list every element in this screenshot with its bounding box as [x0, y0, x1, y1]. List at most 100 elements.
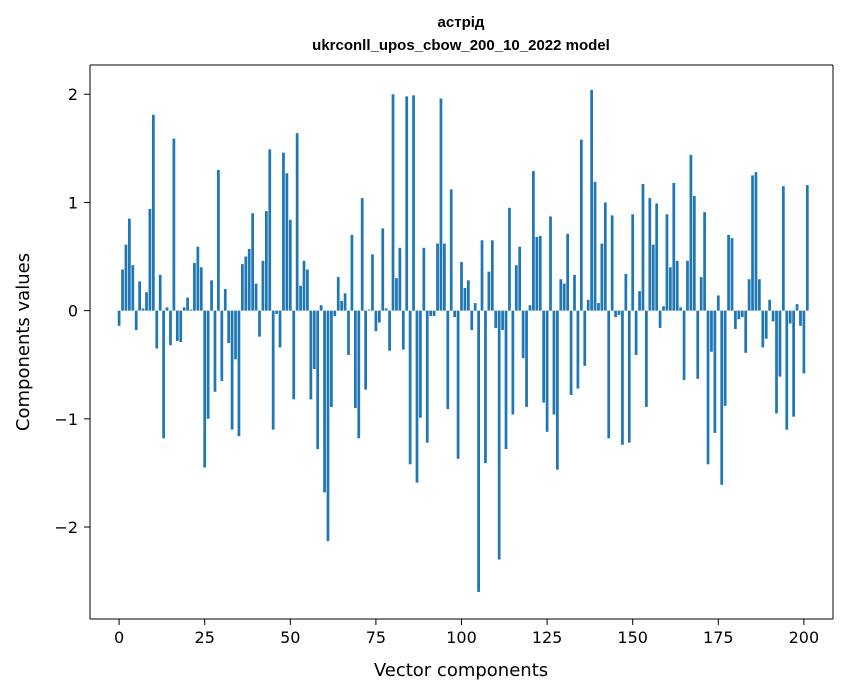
bar — [586, 299, 590, 311]
bar — [432, 310, 436, 317]
bar — [405, 96, 409, 311]
bar — [747, 279, 751, 311]
bar — [658, 310, 662, 328]
bar — [764, 310, 768, 339]
bar — [521, 310, 525, 359]
bar — [696, 310, 700, 379]
bar — [559, 279, 563, 311]
x-tick-label: 100 — [446, 628, 477, 647]
bar — [165, 307, 169, 311]
bar — [576, 310, 580, 389]
bar — [621, 310, 624, 445]
y-tick-label: −1 — [54, 410, 78, 429]
bar — [617, 310, 621, 315]
bar — [477, 310, 480, 592]
bar — [162, 310, 165, 439]
bar — [391, 94, 395, 311]
bar — [720, 310, 724, 485]
bar — [199, 267, 203, 311]
bar — [579, 139, 583, 311]
bar — [384, 308, 388, 311]
bar — [545, 310, 549, 432]
bar — [453, 310, 457, 318]
bar — [573, 274, 576, 311]
bar — [456, 310, 460, 459]
bar — [730, 238, 734, 311]
bar — [429, 310, 433, 317]
bar — [487, 271, 491, 311]
bar — [552, 310, 556, 415]
bar — [768, 299, 772, 311]
x-tick-label: 175 — [703, 628, 734, 647]
bar — [542, 310, 546, 403]
bar — [624, 273, 628, 311]
bar — [234, 310, 237, 360]
bar — [309, 310, 313, 400]
bar — [319, 305, 323, 311]
bar — [538, 235, 542, 311]
bar — [247, 248, 251, 311]
y-tick-label: 2 — [68, 85, 78, 104]
bar-series — [117, 89, 809, 592]
bar — [466, 280, 470, 311]
bar — [535, 237, 539, 311]
bar — [336, 277, 340, 311]
bar — [775, 310, 778, 414]
bar — [504, 310, 508, 450]
bar — [350, 234, 354, 311]
bar — [614, 310, 617, 318]
bar — [682, 310, 686, 380]
bar — [679, 307, 682, 311]
bar — [689, 154, 693, 311]
bar — [217, 169, 220, 311]
bar — [422, 247, 426, 311]
bar — [716, 295, 720, 311]
bar — [264, 211, 268, 311]
chart-title: астрід — [438, 14, 485, 31]
bar — [518, 246, 522, 311]
bar — [648, 198, 652, 311]
bar — [514, 265, 518, 311]
bar — [299, 285, 302, 311]
bar — [436, 243, 439, 311]
bar — [395, 278, 398, 311]
bar — [278, 310, 282, 348]
bar — [227, 310, 231, 344]
bar — [788, 310, 792, 324]
bar — [169, 310, 172, 346]
bar — [662, 306, 665, 311]
y-axis-ticks: −2 −1 0 1 2 — [54, 85, 90, 537]
bar — [668, 267, 672, 311]
bar — [357, 310, 361, 439]
bar — [713, 310, 717, 433]
bar — [261, 260, 265, 311]
bar — [593, 181, 597, 311]
bar — [138, 281, 142, 311]
bar — [333, 310, 337, 317]
bar — [213, 310, 217, 392]
bar — [275, 310, 278, 314]
bar — [473, 303, 477, 311]
bar — [508, 207, 511, 311]
bar — [651, 244, 655, 311]
bar — [460, 261, 463, 311]
bar — [734, 310, 737, 330]
bar — [778, 310, 782, 377]
bar — [254, 283, 258, 311]
bar — [121, 269, 124, 311]
bar — [172, 138, 176, 311]
bar — [706, 310, 710, 465]
bar — [566, 233, 570, 311]
bar — [360, 198, 364, 311]
bar — [398, 247, 402, 311]
y-axis-label: Components values — [13, 253, 34, 431]
x-tick-label: 150 — [617, 628, 648, 647]
bar — [312, 310, 316, 370]
bar — [189, 309, 193, 311]
bar — [271, 310, 275, 430]
bar — [511, 310, 515, 415]
bar — [638, 291, 641, 311]
bar — [182, 307, 186, 311]
bar — [128, 218, 131, 311]
x-tick-label: 125 — [532, 628, 563, 647]
